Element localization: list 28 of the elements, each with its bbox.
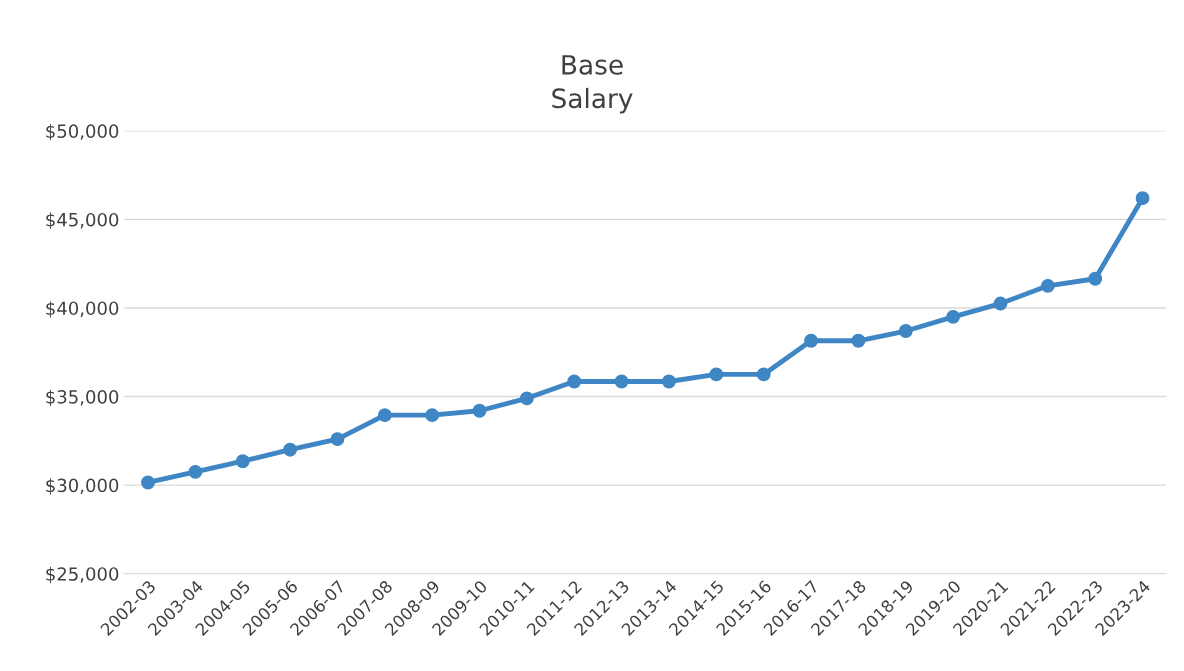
- y-tick-label: $50,000: [46, 123, 119, 141]
- point: [946, 309, 961, 324]
- point: [188, 464, 203, 479]
- y-tick-label: $45,000: [46, 212, 119, 229]
- point: [377, 408, 392, 423]
- point: [662, 374, 676, 389]
- point: [709, 367, 724, 382]
- point: [614, 374, 629, 389]
- point: [804, 333, 818, 348]
- point: [1135, 191, 1150, 206]
- y-tick-label: $40,000: [46, 301, 119, 318]
- chart-title: Base Salary: [552, 55, 633, 114]
- point: [330, 432, 345, 447]
- point: [851, 333, 866, 348]
- point: [1040, 278, 1055, 293]
- point: [898, 324, 913, 338]
- point: [425, 408, 440, 423]
- point: [235, 454, 250, 469]
- point: [519, 391, 534, 406]
- point: [1088, 271, 1103, 286]
- point: [567, 374, 582, 389]
- point: [283, 442, 298, 457]
- point: [993, 296, 1008, 311]
- y-tick-label: $35,000: [46, 389, 119, 407]
- y-tick-label: $30,000: [46, 478, 119, 495]
- point: [141, 475, 155, 490]
- point: [472, 403, 487, 418]
- point: [756, 367, 771, 382]
